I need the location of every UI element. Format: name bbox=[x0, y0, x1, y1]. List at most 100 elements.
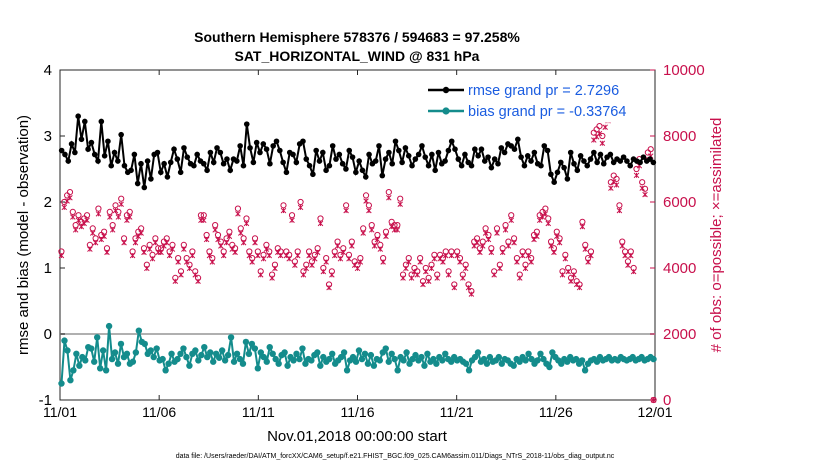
bias-point bbox=[207, 349, 214, 356]
bias-point bbox=[123, 350, 131, 357]
rmse-point bbox=[316, 158, 323, 164]
bias-point bbox=[218, 347, 226, 354]
obs-assimilated-point bbox=[172, 278, 179, 285]
y-left-tick-label: 0 bbox=[44, 326, 52, 343]
rmse-point bbox=[283, 169, 290, 176]
obs-assimilated-point bbox=[599, 140, 606, 146]
bias-point bbox=[168, 350, 175, 357]
obs-assimilated-point bbox=[608, 185, 614, 191]
bias-point bbox=[581, 367, 589, 374]
bias-point bbox=[221, 357, 229, 364]
bias-point bbox=[367, 351, 375, 359]
bias-point bbox=[150, 353, 157, 361]
bias-point bbox=[326, 355, 333, 363]
y-axis-left-label: rmse and bias (model - observation) bbox=[15, 115, 32, 355]
obs-assimilated-point bbox=[414, 272, 421, 278]
obs-possible-point bbox=[639, 179, 646, 186]
obs-assimilated-point bbox=[423, 268, 429, 275]
obs-assimilated-point bbox=[300, 272, 307, 278]
rmse-point bbox=[435, 149, 442, 156]
bias-point bbox=[534, 357, 541, 364]
obs-assimilated-point bbox=[630, 268, 637, 275]
obs-assimilated-point bbox=[323, 259, 329, 265]
obs-assimilated-point bbox=[303, 265, 310, 272]
obs-assimilated-point bbox=[280, 207, 287, 214]
bias-point bbox=[308, 357, 315, 364]
rmse-point bbox=[200, 160, 207, 167]
bias-point bbox=[272, 355, 279, 363]
bias-point bbox=[67, 377, 74, 384]
rmse-point bbox=[306, 162, 313, 169]
obs-assimilated-point bbox=[289, 217, 295, 224]
rmse-point bbox=[111, 149, 118, 156]
bias-point bbox=[201, 344, 208, 351]
obs-assimilated-point bbox=[112, 207, 119, 214]
bias-point bbox=[224, 351, 232, 359]
rmse-point bbox=[177, 169, 184, 176]
obs-assimilated-point bbox=[368, 227, 375, 233]
rmse-point bbox=[498, 145, 505, 151]
bias-point bbox=[314, 349, 321, 356]
bias-point bbox=[263, 358, 270, 365]
rmse-point bbox=[58, 147, 65, 154]
bias-point bbox=[296, 355, 303, 363]
obs-assimilated-point bbox=[215, 236, 221, 243]
rmse-point bbox=[389, 160, 396, 167]
bias-point bbox=[93, 334, 101, 341]
bias-point bbox=[433, 360, 440, 367]
obs-assimilated-point bbox=[551, 249, 557, 256]
obs-assimilated-point bbox=[445, 272, 452, 278]
y-left-tick-label: 3 bbox=[44, 128, 52, 145]
rmse-point bbox=[194, 151, 200, 158]
obs-assimilated-point bbox=[497, 265, 503, 272]
bias-point bbox=[105, 322, 113, 330]
rmse-point bbox=[640, 154, 647, 160]
obs-assimilated-point bbox=[585, 259, 591, 265]
obs-assimilated-point bbox=[260, 256, 267, 262]
rmse-point bbox=[164, 174, 171, 180]
bias-point bbox=[114, 360, 122, 367]
obs-assimilated-point bbox=[502, 227, 509, 233]
rmse-point bbox=[594, 159, 600, 166]
obs-possible-point bbox=[118, 195, 125, 202]
rmse-point bbox=[98, 118, 105, 125]
obs-assimilated-point bbox=[622, 252, 628, 259]
obs-possible-point bbox=[234, 205, 242, 212]
rmse-point bbox=[442, 158, 448, 164]
rmse-point bbox=[134, 180, 141, 187]
x-tick-label: 11/26 bbox=[539, 404, 573, 420]
obs-assimilated-point bbox=[144, 265, 150, 272]
rmse-point bbox=[128, 167, 134, 174]
rmse-point bbox=[293, 159, 300, 166]
rmse-point bbox=[422, 154, 429, 160]
rmse-point bbox=[204, 167, 210, 174]
obs-assimilated-point bbox=[545, 220, 551, 227]
obs-assimilated-point bbox=[146, 246, 153, 252]
bias-point bbox=[412, 351, 419, 359]
bias-point bbox=[102, 367, 110, 374]
bias-point bbox=[448, 358, 455, 365]
rmse-point bbox=[78, 136, 85, 143]
rmse-point bbox=[243, 121, 250, 127]
rmse-point bbox=[101, 153, 108, 159]
chart-title-line2: SAT_HORIZONTAL_WIND @ 831 hPa bbox=[235, 48, 480, 64]
bias-point bbox=[343, 367, 351, 374]
bias-point bbox=[329, 350, 336, 357]
y-left-tick-label: 4 bbox=[44, 62, 52, 79]
rmse-point bbox=[174, 156, 181, 162]
rmse-point bbox=[541, 143, 548, 149]
rmse-point bbox=[567, 149, 574, 156]
obs-assimilated-point bbox=[269, 275, 275, 281]
bias-point bbox=[183, 353, 190, 361]
obs-possible-point bbox=[297, 198, 304, 206]
rmse-point bbox=[95, 158, 101, 164]
obs-assimilated-point bbox=[195, 278, 201, 285]
rmse-point bbox=[415, 151, 422, 158]
x-tick-label: 12/01 bbox=[637, 404, 672, 420]
rmse-point bbox=[620, 154, 627, 160]
rmse-point bbox=[349, 154, 356, 160]
legend: rmse grand pr = 2.7296 bias grand pr = -… bbox=[419, 77, 651, 123]
bias-point bbox=[230, 358, 238, 365]
bias-point bbox=[82, 357, 89, 364]
